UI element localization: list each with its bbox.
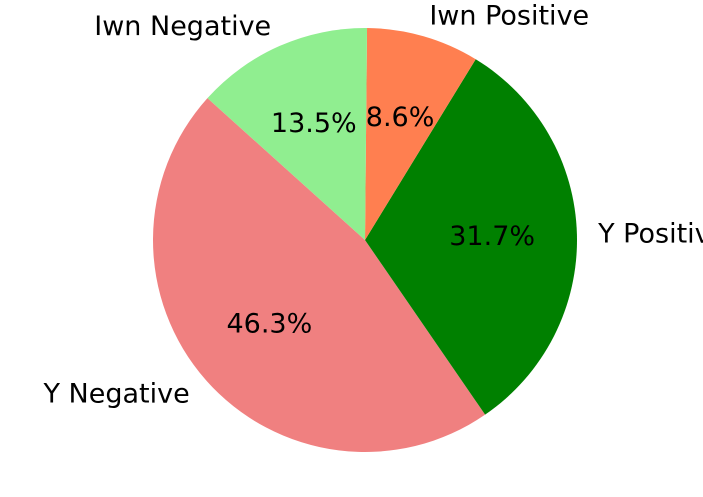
pie-slices [152, 28, 577, 453]
pie-slice-y-positive [365, 59, 577, 415]
pie-percent-label: 13.5% [271, 108, 357, 139]
pie-percent-label: 46.3% [226, 308, 312, 339]
pie-slice-y-negative [152, 98, 486, 453]
pie-slice-iwn-positive [365, 28, 476, 240]
pie-category-label: Iwn Negative [94, 11, 271, 42]
pie-percent-label: 8.6% [366, 102, 435, 133]
pie-category-label: Y Negative [42, 378, 189, 409]
pie-category-label: Y Positive [597, 218, 703, 249]
pie-slice-iwn-negative [207, 28, 368, 240]
pie-labels: 46.3% Y Negative 31.7% Y Positive 8.6% Iwn Po… [42, 0, 703, 409]
pie-percent-label: 31.7% [449, 221, 535, 252]
pie-category-label: Iwn Positive [429, 0, 589, 31]
